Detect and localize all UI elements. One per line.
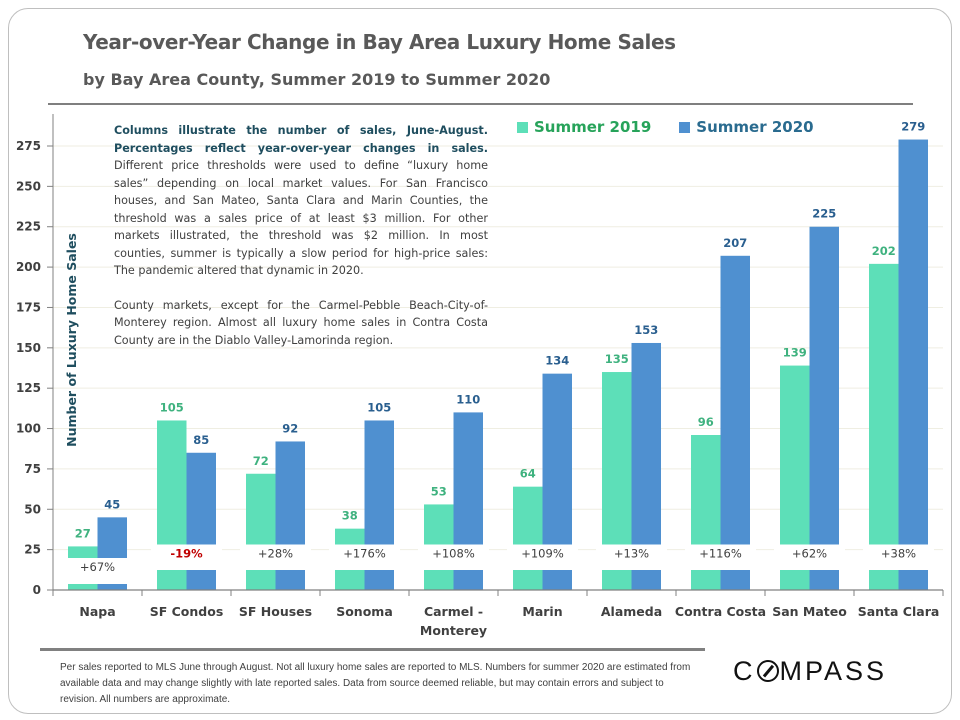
axis-break-band xyxy=(329,544,400,570)
value-label-2020: 134 xyxy=(545,354,569,368)
chart-subtitle: by Bay Area County, Summer 2019 to Summe… xyxy=(83,70,551,89)
legend-item-2020: Summer 2020 xyxy=(679,118,814,136)
axis-break-band xyxy=(507,544,578,570)
y-tick-label: 150 xyxy=(16,341,41,355)
footer-disclaimer: Per sales reported to MLS June through A… xyxy=(60,662,691,705)
legend-swatch-2019 xyxy=(517,121,528,133)
value-label-2020: 225 xyxy=(812,207,836,221)
value-label-2019: 27 xyxy=(75,526,91,540)
pct-change-label: +13% xyxy=(614,547,649,561)
value-label-2020: 92 xyxy=(282,421,298,435)
value-label-2020: 279 xyxy=(901,120,925,134)
y-tick-label: 125 xyxy=(16,381,41,395)
annotation-body: Different price thresholds were used to … xyxy=(114,159,488,277)
pct-change-label: +108% xyxy=(432,547,475,561)
y-tick-label: 250 xyxy=(16,179,41,193)
bar-summer-2019 xyxy=(246,473,276,590)
footer-divider xyxy=(40,648,705,651)
axis-break-band xyxy=(240,544,311,570)
x-category-label: SF Condos xyxy=(150,604,224,619)
value-label-2019: 202 xyxy=(872,244,896,258)
pct-change-label: +62% xyxy=(792,547,827,561)
axis-break-bands xyxy=(62,544,934,584)
value-label-2019: 135 xyxy=(605,352,629,366)
axis-break-band xyxy=(774,544,845,570)
pct-change-label: -19% xyxy=(170,547,203,561)
x-category-label: Carmel - xyxy=(424,604,483,619)
legend: Summer 2019 Summer 2020 xyxy=(517,118,814,136)
chart-title: Year-over-Year Change in Bay Area Luxury… xyxy=(83,30,676,54)
bar-summer-2020 xyxy=(720,255,750,590)
axes: 0 25 50 75 100 125 150 175 200 225 250 275 Napa SF Co… xyxy=(16,114,944,638)
legend-swatch-2020 xyxy=(679,121,691,133)
title-divider xyxy=(48,103,913,105)
axis-break-band xyxy=(151,544,222,570)
value-label-2019: 53 xyxy=(431,484,447,498)
axis-break-band xyxy=(596,544,667,570)
chart-annotation: Columns illustrate the number of sales, … xyxy=(114,122,488,349)
value-label-2019: 96 xyxy=(698,415,714,429)
chart-frame xyxy=(8,8,952,714)
x-category-label: Santa Clara xyxy=(858,604,940,619)
annotation-lead: Columns illustrate the number of sales, … xyxy=(114,124,488,155)
pct-change-label: +116% xyxy=(699,547,742,561)
value-label-2020: 110 xyxy=(456,392,480,406)
x-category-label: SF Houses xyxy=(239,604,312,619)
pct-change-label: +28% xyxy=(258,547,293,561)
value-label-2019: 38 xyxy=(342,509,358,523)
value-label-2020: 153 xyxy=(634,323,658,337)
bar-summer-2020 xyxy=(898,139,928,591)
pct-change-label: +176% xyxy=(343,547,386,561)
y-tick-label: 100 xyxy=(16,422,41,436)
x-category-label: Napa xyxy=(79,604,115,619)
bar-summer-2019 xyxy=(869,263,899,590)
x-category-label: Sonoma xyxy=(336,604,393,619)
pct-change-label: +67% xyxy=(80,560,115,574)
axis-break-band xyxy=(863,544,934,570)
axis-break-band xyxy=(685,544,756,570)
value-label-2020: 105 xyxy=(367,400,391,414)
value-label-2020: 85 xyxy=(193,433,209,447)
legend-item-2019: Summer 2019 xyxy=(517,118,651,136)
x-category-label: Contra Costa xyxy=(675,604,766,619)
compass-o-icon xyxy=(756,660,779,682)
value-label-2019: 64 xyxy=(520,467,536,481)
pct-change-label: +38% xyxy=(881,547,916,561)
data-labels: +67% 27 45 -19% 105 85 +28% 72 92 +176% 38 105 +108%… xyxy=(75,120,926,574)
y-tick-label: 0 xyxy=(33,583,41,597)
value-label-2020: 207 xyxy=(723,236,747,250)
y-tick-label: 225 xyxy=(16,220,41,234)
x-category-label: Marin xyxy=(522,604,562,619)
bar-summer-2019 xyxy=(513,486,543,590)
legend-label-2020: Summer 2020 xyxy=(696,118,814,136)
legend-label-2019: Summer 2019 xyxy=(534,118,652,136)
annotation-body-2: County markets, except for the Carmel-Pe… xyxy=(114,298,488,347)
compass-logo: C MPASS xyxy=(733,656,888,686)
x-category-label: Alameda xyxy=(601,604,662,619)
bar-summer-2020 xyxy=(809,226,839,590)
value-label-2019: 105 xyxy=(160,400,184,414)
pct-change-label: +109% xyxy=(521,547,564,561)
y-tick-label: 200 xyxy=(16,260,41,274)
x-category-label: Monterey xyxy=(420,623,487,638)
y-tick-label: 25 xyxy=(24,543,41,557)
x-category-label: San Mateo xyxy=(772,604,847,619)
axis-break-band xyxy=(62,558,133,584)
y-tick-label: 50 xyxy=(24,502,41,516)
value-label-2020: 45 xyxy=(104,497,120,511)
value-label-2019: 139 xyxy=(783,346,807,360)
y-axis-title: Number of Luxury Home Sales xyxy=(64,233,79,447)
value-label-2019: 72 xyxy=(253,454,269,468)
axis-break-band xyxy=(418,544,489,570)
y-tick-label: 175 xyxy=(16,300,41,314)
y-tick-label: 75 xyxy=(24,462,41,476)
y-tick-label: 275 xyxy=(16,139,41,153)
